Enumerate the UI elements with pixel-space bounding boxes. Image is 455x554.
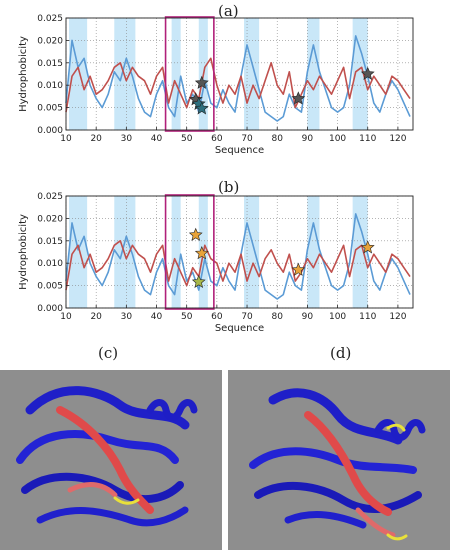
- x-tick-label: 70: [241, 312, 253, 322]
- x-tick-label: 20: [90, 134, 102, 144]
- highlight-box: [164, 16, 215, 132]
- x-tick-label: 100: [329, 134, 346, 144]
- series-line-1: [65, 239, 411, 291]
- y-tick-label: 0.000: [37, 304, 63, 314]
- highlight-band: [171, 18, 181, 130]
- highlight-band: [69, 196, 88, 308]
- star-marker: [360, 66, 375, 80]
- y-tick-label: 0.010: [37, 81, 63, 91]
- panel-label-d: (d): [330, 344, 352, 362]
- y-tick-label: 0.000: [37, 126, 63, 136]
- x-tick-label: 40: [151, 134, 163, 144]
- highlight-band: [352, 196, 368, 308]
- panel-label-a: (a): [218, 2, 239, 20]
- y-tick-label: 0.015: [37, 237, 63, 247]
- x-tick-label: 30: [121, 134, 133, 144]
- y-axis-title: Hydrophobicity: [18, 214, 29, 290]
- protein-ribbon-c: [16, 386, 198, 527]
- star-marker: [291, 91, 306, 105]
- x-tick-label: 60: [211, 134, 223, 144]
- y-tick-label: 0.025: [37, 14, 63, 24]
- star-marker: [191, 274, 206, 288]
- panel-label-c: (c): [98, 344, 119, 362]
- x-tick-label: 20: [90, 312, 102, 322]
- hydrophobicity-chart-a: 10 20 30 40 50 60 70 80 90 100 110 120 0.000 0.005 0.0…: [18, 14, 414, 156]
- hydrophobicity-chart-b: 10 20 30 40 50 60 70 80 90 100 110 120 0.000 0.005 0.0…: [18, 192, 414, 334]
- x-tick-label: 110: [359, 134, 376, 144]
- x-tick-label: 70: [241, 134, 253, 144]
- y-tick-label: 0.020: [37, 214, 63, 224]
- highlight-band: [244, 18, 260, 130]
- x-tick-label: 50: [181, 134, 193, 144]
- x-tick-label: 90: [302, 312, 314, 322]
- highlight-band: [244, 196, 260, 308]
- y-tick-label: 0.005: [37, 282, 63, 292]
- x-tick-label: 120: [389, 312, 406, 322]
- protein-ribbon-d: [249, 388, 426, 541]
- protein-structure-d: [228, 370, 450, 550]
- x-tick-label: 80: [271, 312, 283, 322]
- star-marker: [291, 262, 306, 276]
- plot-frame: [65, 17, 414, 131]
- star-marker: [188, 227, 203, 241]
- star-marker: [194, 246, 209, 260]
- x-tick-label: 90: [302, 134, 314, 144]
- star-marker: [194, 101, 209, 115]
- x-axis-title: Sequence: [215, 145, 264, 156]
- plot-frame: [65, 195, 414, 309]
- highlight-band: [171, 196, 181, 308]
- series-line-1: [65, 57, 411, 113]
- highlight-box: [164, 194, 215, 310]
- x-tick-label: 10: [60, 312, 72, 322]
- y-tick-label: 0.020: [37, 36, 63, 46]
- y-tick-label: 0.015: [37, 59, 63, 69]
- x-tick-label: 110: [359, 312, 376, 322]
- x-tick-label: 10: [60, 134, 72, 144]
- x-tick-label: 40: [151, 312, 163, 322]
- panel-label-b: (b): [218, 178, 240, 196]
- x-tick-label: 50: [181, 312, 193, 322]
- y-tick-label: 0.025: [37, 192, 63, 202]
- y-tick-label: 0.010: [37, 259, 63, 269]
- x-tick-label: 100: [329, 312, 346, 322]
- x-tick-label: 30: [121, 312, 133, 322]
- protein-structure-c: [0, 370, 222, 550]
- star-marker: [360, 240, 375, 254]
- highlight-band: [307, 196, 320, 308]
- x-tick-label: 60: [211, 312, 223, 322]
- star-marker: [194, 75, 209, 89]
- highlight-band: [352, 18, 368, 130]
- x-axis-title: Sequence: [215, 323, 264, 334]
- y-tick-label: 0.005: [37, 104, 63, 114]
- x-tick-label: 80: [271, 134, 283, 144]
- highlight-band: [307, 18, 320, 130]
- x-tick-label: 120: [389, 134, 406, 144]
- highlight-band: [69, 18, 88, 130]
- y-axis-title: Hydrophobicity: [18, 36, 29, 112]
